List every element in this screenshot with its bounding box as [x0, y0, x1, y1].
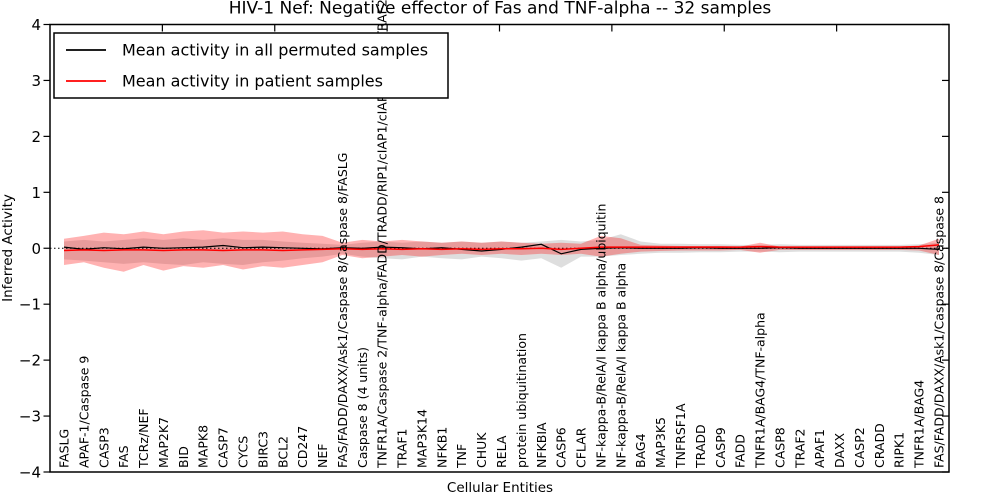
patient-mean-line — [63, 244, 940, 252]
x-tick-label: CASP6 — [554, 427, 569, 468]
x-tick-label: TNFR1A/Caspase 2/TNF-alpha/FADD/TRADD/RI… — [375, 0, 390, 469]
x-tick-label: BID — [176, 446, 191, 468]
legend: Mean activity in all permuted samples Me… — [53, 32, 449, 99]
x-tick-label: CASP3 — [96, 427, 111, 468]
permuted-confidence-band — [64, 234, 939, 268]
x-tick-label: MAP3K5 — [653, 417, 668, 468]
x-tick-label: BAG4 — [633, 433, 648, 468]
x-tick-label: TNFRSF1A — [673, 403, 688, 469]
y-tick-label: −2 — [19, 352, 41, 370]
y-tick-label: 2 — [31, 128, 41, 146]
x-tick-label: NF-kappa-B/RelA/I kappa B alpha — [613, 263, 628, 468]
x-tick-label: FAS/FADD/DAXX/Ask1/Caspase 8/Caspase 8 — [932, 196, 947, 468]
legend-box — [53, 32, 449, 99]
x-tick-label: FADD — [733, 434, 748, 468]
x-tick-label: MAP2K7 — [156, 417, 171, 468]
y-tick-label: 4 — [31, 16, 41, 34]
x-tick-label: NFKBIA — [534, 422, 549, 468]
legend-label-patient-samples: Mean activity in patient samples — [122, 72, 383, 91]
x-tick-label: TRAF2 — [792, 428, 807, 469]
y-tick-label: −3 — [19, 408, 41, 426]
x-tick-label: FASLG — [57, 429, 72, 468]
x-tick-label: CASP9 — [713, 427, 728, 468]
y-axis-label: Inferred Activity — [0, 194, 16, 302]
legend-label-permuted-samples: Mean activity in all permuted samples — [122, 41, 428, 60]
x-tick-label: TNFR1A/BAG4 — [912, 380, 927, 469]
x-tick-label: CRADD — [872, 423, 887, 468]
x-tick-label: MAPK8 — [196, 425, 211, 468]
x-tick-label: CASP8 — [772, 427, 787, 468]
x-axis-label: Cellular Entities — [447, 480, 553, 496]
x-tick-label: TCRz/NEF — [136, 408, 151, 469]
plot-frame — [49, 23, 950, 473]
x-tick-label: APAF1 — [812, 429, 827, 468]
x-tick-label: CHUK — [474, 432, 489, 468]
x-tick-label: TRADD — [693, 424, 708, 469]
x-tick-label: RIPK1 — [892, 432, 907, 468]
patient-confidence-band — [64, 230, 939, 272]
x-tick-label: RELA — [494, 435, 509, 468]
x-tick-label: MAP3K14 — [415, 409, 430, 468]
y-tick-label: 0 — [31, 240, 41, 258]
y-tick-label: −1 — [19, 296, 41, 314]
x-tick-label: NFKB1 — [434, 427, 449, 468]
x-tick-label: protein ubiquitination — [514, 333, 529, 468]
x-tick-label: FAS/FADD/DAXX/Ask1/Caspase 8/Caspase 8/F… — [335, 153, 350, 468]
x-tick-label: BCL2 — [275, 436, 290, 468]
x-tick-label: CASP2 — [852, 427, 867, 468]
x-tick-label: APAF-1/Caspase 9 — [76, 356, 91, 468]
x-tick-label: NF-kappa-B/RelA/I kappa B alpha/ubiquiti… — [593, 204, 608, 468]
y-tick-label: 1 — [31, 184, 41, 202]
x-tick-label: BIRC3 — [255, 431, 270, 468]
x-tick-label: TNF — [454, 444, 469, 469]
x-tick-label: CD247 — [295, 426, 310, 468]
x-tick-label: FAS — [116, 445, 131, 468]
x-tick-label: TNFR1A/BAG4/TNF-alpha — [753, 312, 768, 469]
y-tick-label: 3 — [31, 72, 41, 90]
x-tick-label: CYCS — [236, 436, 251, 468]
x-tick-label: CFLAR — [574, 427, 589, 468]
x-tick-label: TRAF1 — [395, 428, 410, 469]
y-tick-label: −4 — [19, 464, 41, 482]
x-tick-label: NEF — [315, 444, 330, 468]
x-tick-label: Caspase 8 (4 units) — [355, 347, 370, 468]
plot-area: FASLG APAF-1/Caspase 9 CASP3 FAS TCRz/NEF MAP… — [43, 0, 950, 473]
x-tick-label: CASP7 — [216, 427, 231, 468]
chart-title: HIV-1 Nef: Negative effector of Fas and … — [229, 0, 772, 19]
x-tick-label: DAXX — [832, 432, 847, 468]
y-tick-labels: −4 −3 −2 −1 0 1 2 3 4 — [19, 16, 41, 482]
